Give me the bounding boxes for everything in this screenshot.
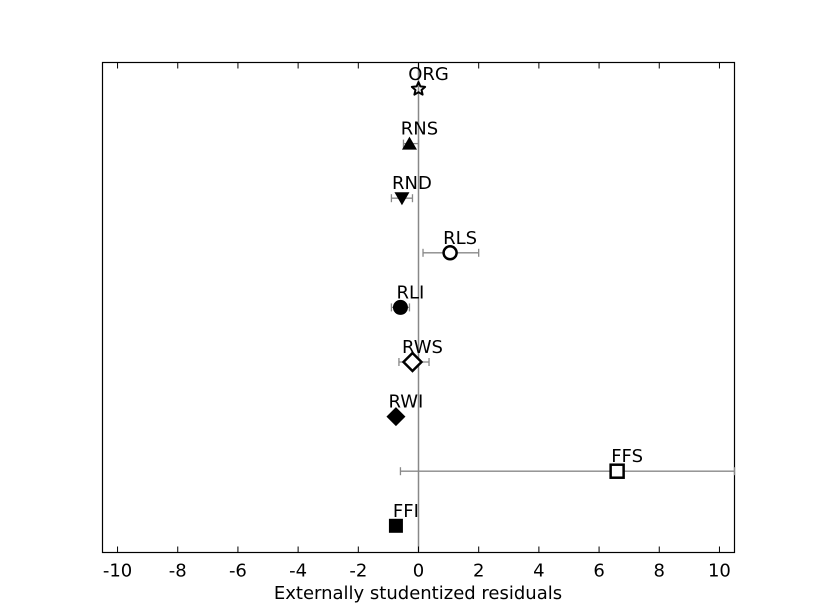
x-tick-label: -8 xyxy=(169,561,187,582)
point-label-ffi: FFI xyxy=(393,501,419,522)
x-tick-label: -2 xyxy=(349,561,367,582)
marker-ffs xyxy=(609,463,625,479)
marker-rli xyxy=(392,299,408,315)
x-tick-label: 10 xyxy=(708,561,731,582)
x-tick-label: 4 xyxy=(533,561,544,582)
point-label-rwi: RWI xyxy=(388,392,423,413)
x-tick-label: 2 xyxy=(473,561,484,582)
x-tick-label: 0 xyxy=(413,561,424,582)
marker-org xyxy=(410,81,427,96)
x-tick-label: -4 xyxy=(289,561,307,582)
x-tick-label: -6 xyxy=(229,561,247,582)
point-label-org: ORG xyxy=(408,64,449,85)
point-label-rli: RLI xyxy=(397,282,425,303)
point-label-rnd: RND xyxy=(392,173,432,194)
marker-rns xyxy=(401,136,417,150)
point-label-ffs: FFS xyxy=(611,446,643,467)
point-label-rls: RLS xyxy=(443,228,477,249)
marker-rnd xyxy=(394,192,410,206)
x-tick-label: 8 xyxy=(654,561,665,582)
x-tick-label: 6 xyxy=(593,561,604,582)
point-label-rns: RNS xyxy=(401,119,438,140)
x-tick-label: -10 xyxy=(103,561,132,582)
marker-rwi xyxy=(386,407,406,427)
marker-ffi xyxy=(388,518,403,533)
point-label-rws: RWS xyxy=(402,337,443,358)
x-axis-title: Externally studentized residuals xyxy=(274,583,562,604)
marker-rls xyxy=(442,245,458,261)
marker-rws xyxy=(401,351,424,373)
